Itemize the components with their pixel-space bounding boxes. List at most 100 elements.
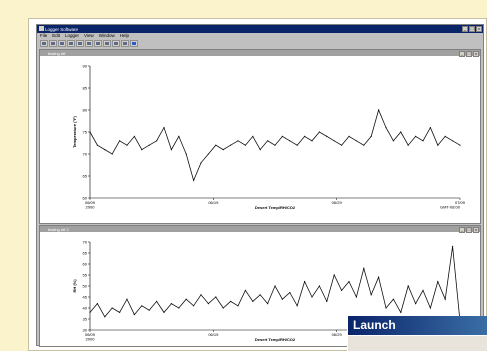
temp-data-point (200, 162, 202, 164)
plot-minimize-button[interactable]: _ (459, 227, 465, 233)
rh-xtick-label: 06/09 (85, 332, 96, 337)
temp-data-point (119, 140, 121, 142)
app-titlebar[interactable]: Logger Software _ □ x (37, 25, 483, 33)
temp-data-point (111, 153, 113, 155)
temp-data-point (89, 131, 91, 133)
temp-xlabel: Desert Temp/RH/CO2 (255, 205, 296, 210)
rh-data-point (185, 298, 187, 300)
rh-data-point (444, 298, 446, 300)
rh-data-point (200, 294, 202, 296)
rh-ytick-label: 45 (83, 294, 88, 299)
temperature-plot-window[interactable]: testing.dtf _ □ x 90 85 80 75 70 65 60 06/09 200… (39, 49, 481, 224)
minimize-button[interactable]: _ (462, 26, 468, 32)
temp-data-point (178, 135, 180, 137)
menu-logger[interactable]: Logger (65, 33, 80, 38)
rh-data-point (304, 281, 306, 283)
rh-data-point (259, 294, 261, 296)
rh-data-point (156, 300, 158, 302)
rh-data-point (378, 276, 380, 278)
rh-data-point (148, 309, 150, 311)
rh-data-point (289, 292, 291, 294)
temp-data-point (133, 135, 135, 137)
menu-edit[interactable]: Edit (52, 33, 61, 38)
rh-ytick-label: 40 (83, 305, 88, 310)
temp-xtick-label: 06/09 (85, 200, 96, 205)
temp-ytick-label: 65 (83, 173, 88, 178)
select-icon[interactable] (112, 40, 120, 47)
temp-data-point (215, 144, 217, 146)
rh-ylabel: RH (%) (72, 279, 77, 293)
temp-data-point (296, 144, 298, 146)
launch-title: Launch (348, 316, 487, 335)
temp-data-point (333, 140, 335, 142)
menu-view[interactable]: View (84, 33, 94, 38)
temp-data-point (185, 153, 187, 155)
rh-data-point (274, 285, 276, 287)
rh-data-point (163, 311, 165, 313)
rh-data-point (355, 296, 357, 298)
save-icon[interactable] (49, 40, 57, 47)
open-icon[interactable] (40, 40, 48, 47)
temp-data-point (392, 140, 394, 142)
rh-ytick-label: 70 (83, 239, 88, 244)
temp-data-point (170, 149, 172, 151)
temp-ytick-label: 80 (83, 107, 88, 112)
temp-data-point (378, 109, 380, 111)
plot-icon[interactable] (94, 40, 102, 47)
rh-series-line (89, 246, 461, 322)
rh-data-point (422, 289, 424, 291)
rh-data-point (207, 303, 209, 305)
plot-maximize-button[interactable]: □ (466, 51, 472, 57)
plot-close-button[interactable]: x (473, 227, 479, 233)
status-icon[interactable] (85, 40, 93, 47)
cursor-icon[interactable] (121, 40, 129, 47)
temp-ylabel: Temperature (°F) (72, 115, 77, 147)
temp-data-point (400, 131, 402, 133)
rh-data-point (96, 303, 98, 305)
temp-x-end-label: GMT-08:00 (440, 205, 461, 210)
temp-data-point (341, 144, 343, 146)
rh-data-point (170, 303, 172, 305)
app-title: Logger Software (45, 26, 79, 32)
temp-data-point (259, 149, 261, 151)
zoom-icon[interactable] (103, 40, 111, 47)
temp-xtick-label: 2000 (86, 205, 96, 210)
menu-window[interactable]: Window (98, 33, 115, 38)
rh-data-point (437, 281, 439, 283)
temp-xtick-label: 06/29 (332, 200, 343, 205)
temp-ytick-label: 75 (83, 129, 88, 134)
rh-data-point (429, 307, 431, 309)
temp-data-point (193, 179, 195, 181)
plot-minimize-button[interactable]: _ (459, 51, 465, 57)
temp-data-point (407, 144, 409, 146)
temp-data-point (429, 127, 431, 129)
plot-window-titlebar[interactable]: testing.dtf _ □ x (40, 50, 480, 57)
launch-icon[interactable] (67, 40, 75, 47)
temp-data-point (96, 144, 98, 146)
rh-data-point (311, 296, 313, 298)
launch-panel[interactable]: Launch (347, 316, 487, 351)
rh-data-point (385, 307, 387, 309)
temp-data-point (230, 144, 232, 146)
temp-data-point (304, 135, 306, 137)
help-icon[interactable] (130, 40, 138, 47)
rh-data-point (104, 316, 106, 318)
close-button[interactable]: x (476, 26, 482, 32)
maximize-button[interactable]: □ (469, 26, 475, 32)
menu-file[interactable]: File (40, 33, 48, 38)
temp-data-point (289, 140, 291, 142)
temp-data-point (452, 140, 454, 142)
rh-xlabel: Desert Temp/RH/CO2 (255, 337, 296, 342)
print-icon[interactable] (58, 40, 66, 47)
rh-ytick-label: 55 (83, 272, 88, 277)
temp-xtick-label: 07/09 (455, 200, 466, 205)
rh-data-point (326, 300, 328, 302)
menu-help[interactable]: Help (119, 33, 130, 38)
temp-data-point (422, 140, 424, 142)
plot-window-titlebar[interactable]: testing.dtf 2 _ □ x (40, 226, 480, 233)
readout-icon[interactable] (76, 40, 84, 47)
plot-maximize-button[interactable]: □ (466, 227, 472, 233)
temp-xtick-label: 06/19 (208, 200, 219, 205)
plot-close-button[interactable]: x (473, 51, 479, 57)
